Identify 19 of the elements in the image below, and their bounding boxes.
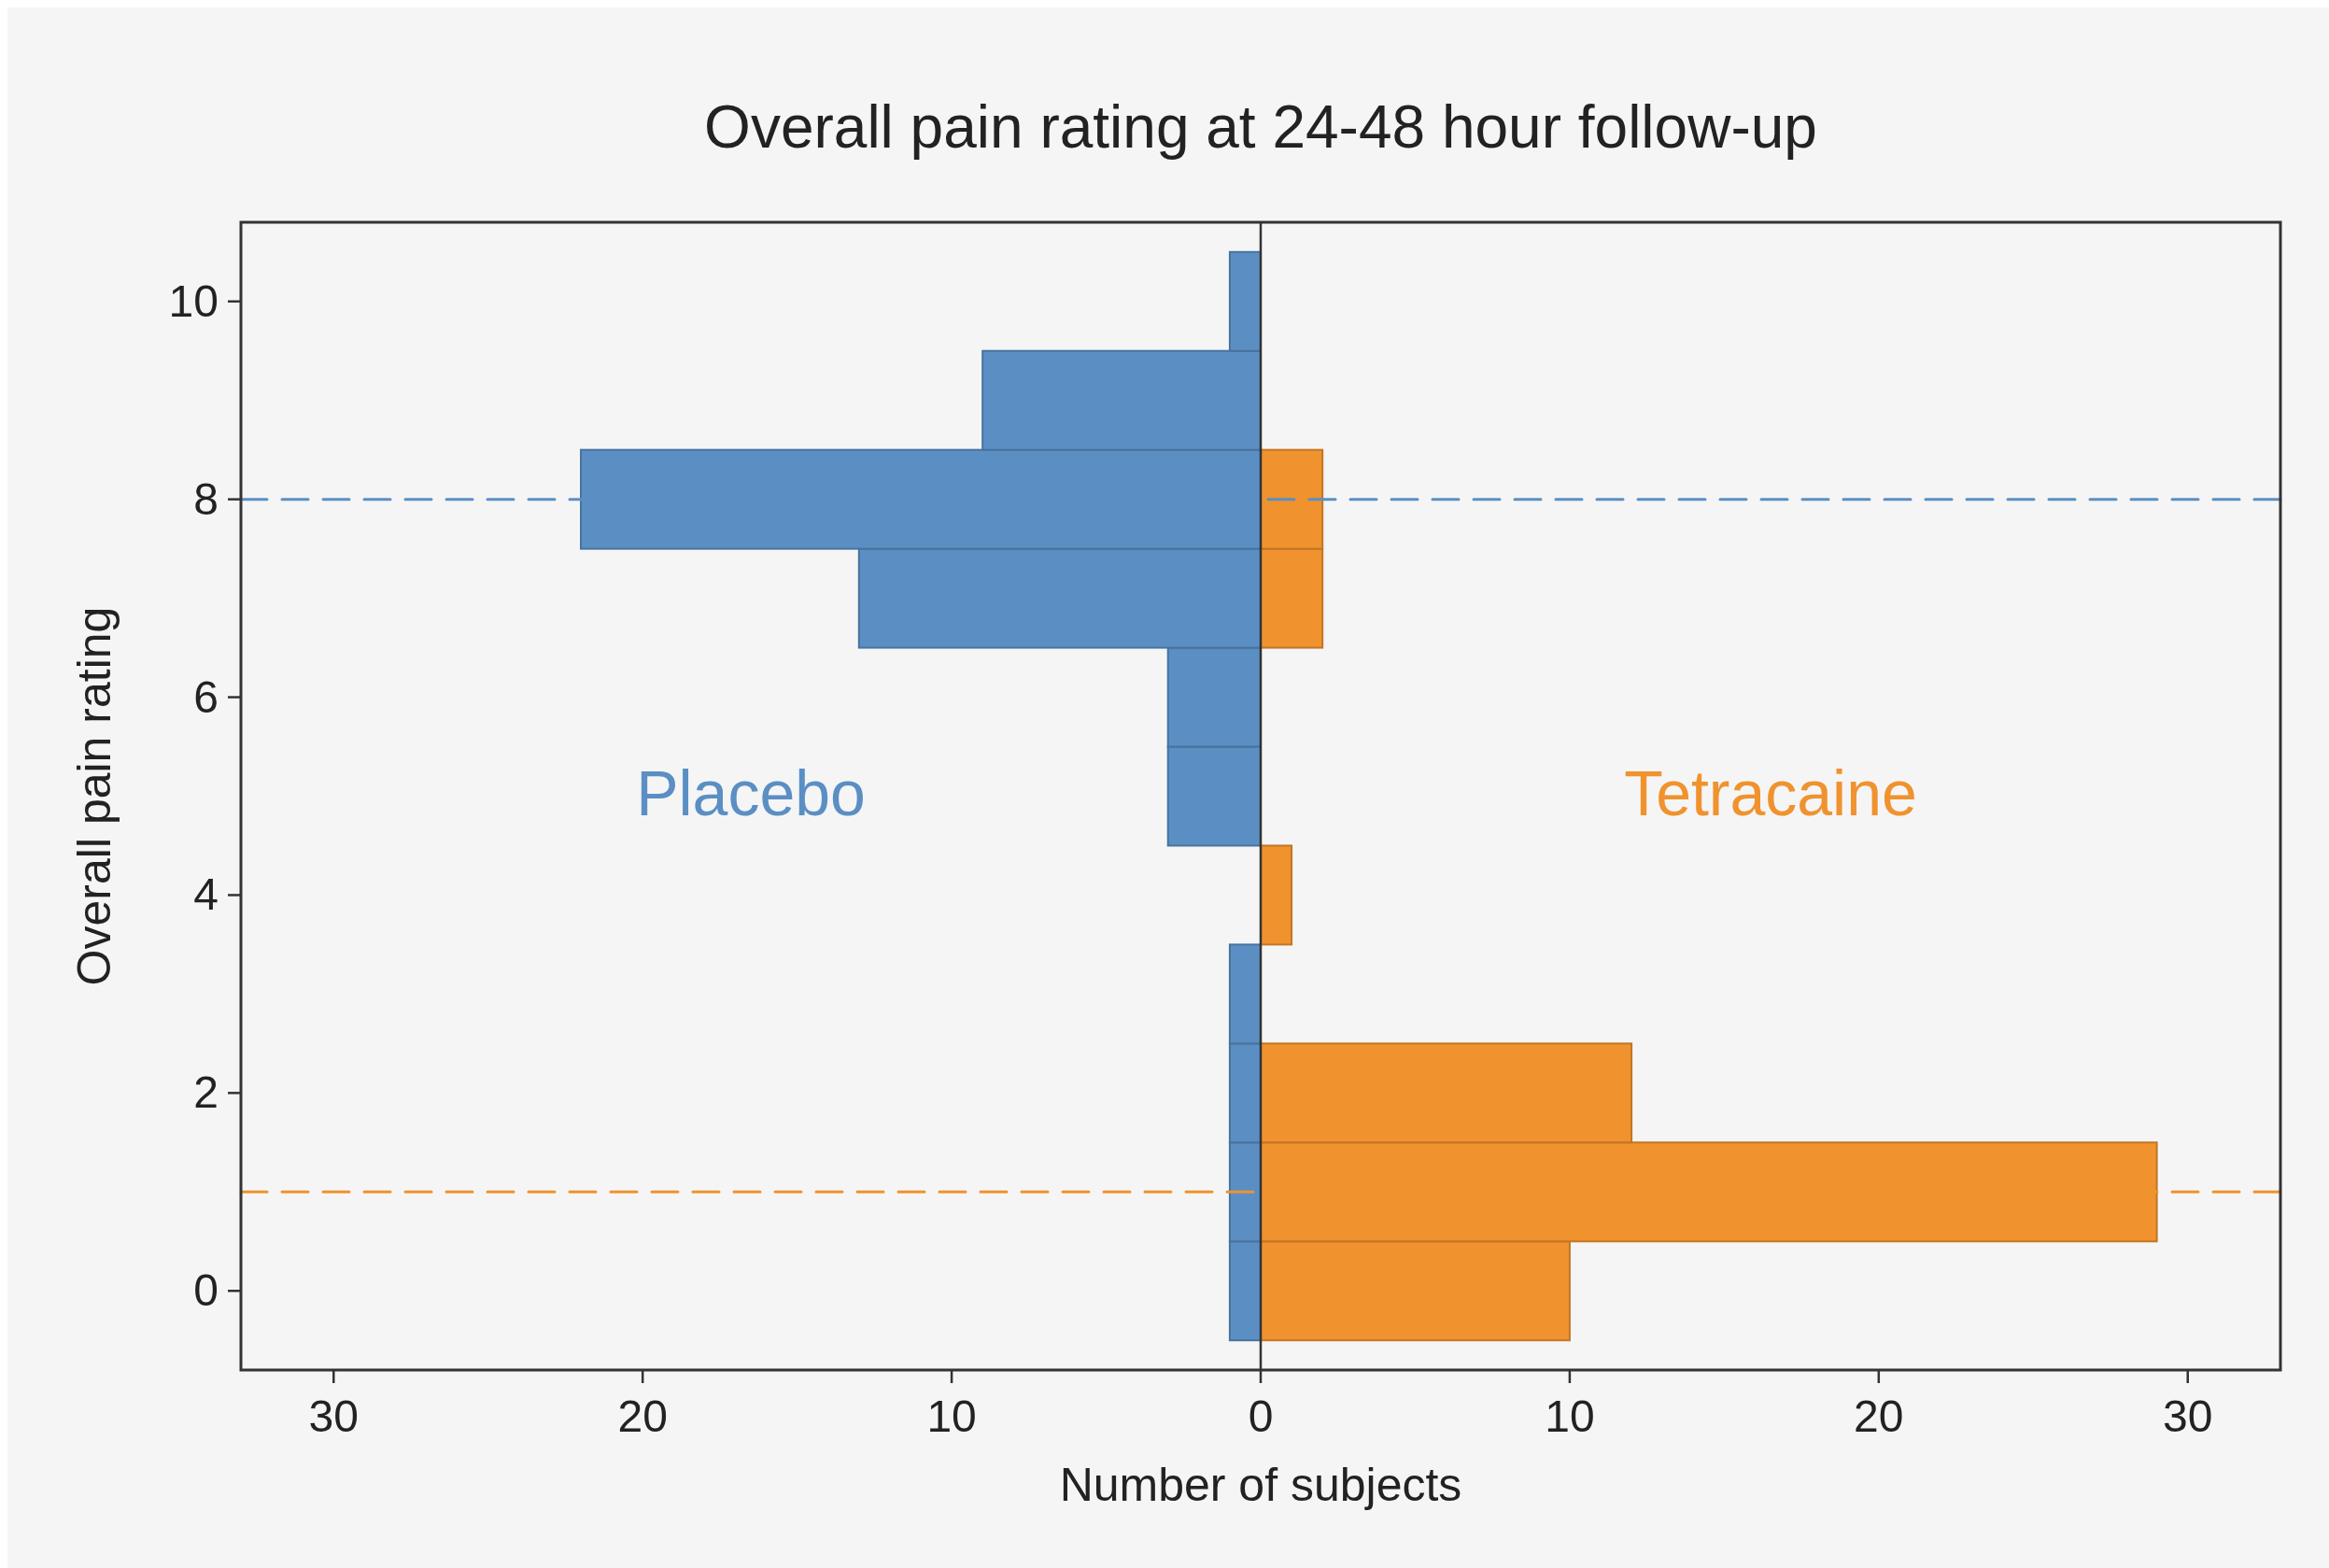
y-tick-label: 0 xyxy=(193,1265,219,1316)
chart-title: Overall pain rating at 24-48 hour follow-up xyxy=(704,93,1817,161)
bar xyxy=(1260,844,1293,946)
y-tick-label: 10 xyxy=(168,275,219,326)
y-tick-label: 8 xyxy=(193,473,219,524)
x-tick-label: 0 xyxy=(1248,1391,1274,1441)
x-tick-label: 30 xyxy=(308,1391,359,1441)
x-axis-title: Number of subjects xyxy=(1059,1459,1462,1511)
x-tick-label: 10 xyxy=(926,1391,977,1441)
y-tick-label: 2 xyxy=(193,1067,219,1118)
x-tick-label: 30 xyxy=(2163,1391,2213,1441)
x-tick-label: 10 xyxy=(1545,1391,1595,1441)
y-tick-label: 4 xyxy=(193,869,219,920)
x-tick-label: 20 xyxy=(1854,1391,1904,1441)
series-label: Placebo xyxy=(636,756,866,828)
y-axis-title: Overall pain rating xyxy=(68,606,120,986)
text: Tetracaine xyxy=(1624,756,1917,828)
x-tick-label: 20 xyxy=(617,1391,668,1441)
y-tick-label: 6 xyxy=(193,671,219,722)
